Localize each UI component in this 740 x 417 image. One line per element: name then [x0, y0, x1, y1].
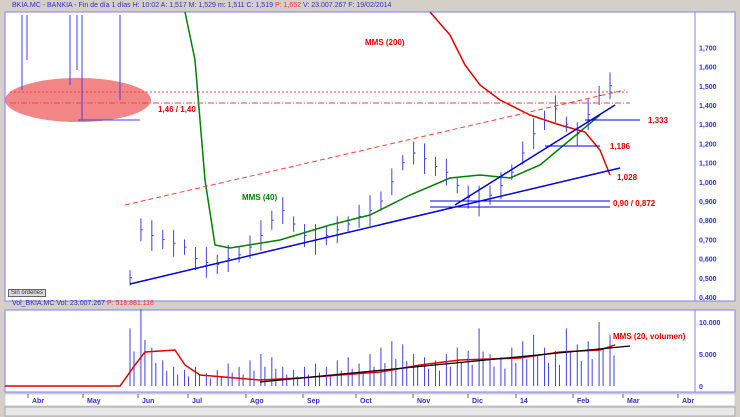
price-panel	[4, 11, 696, 302]
level-1333-label: 1,333	[648, 116, 669, 125]
price-axis-panel	[694, 11, 736, 302]
month-label: Jun	[142, 398, 154, 405]
volume-date-fields: V: 23.007.267 F: 19/02/2014	[302, 2, 392, 9]
price-header: BKIA.MC - BANKIA - Fin de día 1 días H: …	[12, 2, 391, 9]
month-label: Ago	[250, 398, 264, 405]
price-tick-label: 0,700	[699, 237, 717, 244]
ohlc-fields: H: 10:02 A: 1,517 M: 1,529 m: 1,511 C: 1…	[132, 2, 273, 9]
price-tick-label: 1,700	[699, 45, 717, 52]
month-label: Mar	[627, 398, 640, 405]
price-tick-label: 1,500	[699, 84, 717, 91]
level-146-label: 1,46 / 1,40	[158, 105, 196, 114]
p-field: P: 1,652	[274, 2, 302, 9]
price-tick-label: 0,600	[699, 257, 717, 264]
month-label: Abr	[682, 398, 694, 405]
volume-label: Vol_BKIA.MC Vol: 23.007.267	[12, 300, 106, 307]
mms40-line	[184, 11, 601, 249]
level-1186-label: 1,186	[610, 142, 631, 151]
highlight-ellipse	[5, 78, 151, 122]
price-tick-label: 1,200	[699, 141, 717, 148]
month-label: Sep	[307, 398, 320, 405]
volume-p-field: P: 518.881.118	[106, 300, 154, 307]
sin-ordenes-button[interactable]: Sin órdenes	[8, 289, 47, 297]
month-label: Dic	[472, 398, 483, 405]
mms200-label: MMS (200)	[365, 38, 405, 47]
trendline-support	[129, 167, 621, 285]
price-tick-label: 1,400	[699, 103, 717, 110]
month-label: May	[87, 398, 101, 405]
price-tick-label: 1,300	[699, 122, 717, 129]
trendline-short	[454, 104, 616, 206]
price-tick-label: 1,100	[699, 161, 717, 168]
month-label: Jul	[192, 398, 202, 405]
resistance-line	[124, 89, 626, 206]
month-label: Nov	[417, 398, 430, 405]
volume-trendline	[259, 345, 631, 383]
price-tick-label: 0,900	[699, 199, 717, 206]
symbol-label: BKIA.MC - BANKIA - Fin de día 1 días	[12, 2, 131, 9]
volume-header: Vol_BKIA.MC Vol: 23.007.267 P: 518.881.1…	[12, 300, 154, 307]
volume-tick-label: 5.000	[699, 352, 717, 359]
price-tick-label: 1,600	[699, 65, 717, 72]
price-tick-label: 0,800	[699, 218, 717, 225]
mms200-line	[429, 11, 611, 176]
horizontal-scrollbar[interactable]	[4, 406, 736, 417]
price-tick-label: 1,000	[699, 180, 717, 187]
volume-tick-label: 0	[699, 384, 703, 391]
mms40-label: MMS (40)	[242, 193, 277, 202]
price-tick-label: 0,400	[699, 295, 717, 302]
month-label: Abr	[32, 398, 44, 405]
volume-tick-label: 10.000	[699, 320, 721, 327]
volume-axis-panel	[694, 309, 736, 393]
price-tick-label: 0,500	[699, 276, 717, 283]
level-1028-label: 1,028	[617, 173, 638, 182]
mms20-volume-label: MMS (20, volumen)	[613, 332, 686, 341]
level-090-label: 0,90 / 0,872	[613, 199, 656, 208]
month-label: Feb	[577, 398, 589, 405]
month-label: 14	[520, 398, 528, 405]
month-label: Oct	[360, 398, 372, 405]
